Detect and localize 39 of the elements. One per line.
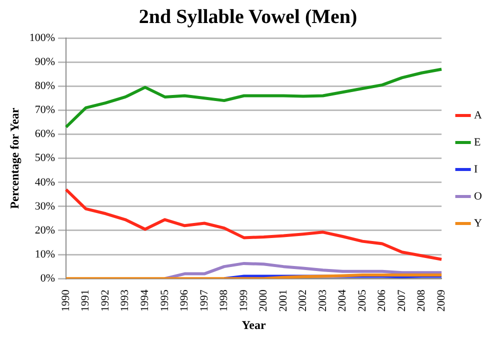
- x-tick-label: 1995: [158, 289, 171, 312]
- x-tick-label: 1997: [198, 289, 210, 312]
- legend-label: O: [474, 190, 482, 202]
- y-tick-label: 30%: [34, 200, 56, 212]
- x-tick-label: 2002: [297, 290, 310, 312]
- y-tick-label: 100%: [29, 32, 56, 44]
- y-tick-label: 70%: [34, 104, 56, 116]
- x-tick-label: 2006: [376, 289, 388, 312]
- y-axis-title: Percentage for Year: [7, 107, 22, 209]
- y-tick-label: 10%: [34, 248, 56, 260]
- y-tick-label: 20%: [34, 224, 56, 236]
- x-tick-label: 2004: [336, 289, 349, 312]
- x-tick-label: 1993: [119, 289, 132, 312]
- x-tick-label: 2009: [435, 289, 448, 312]
- chart-title: 2nd Syllable Vowel (Men): [138, 6, 358, 28]
- y-tick-label: 90%: [34, 56, 56, 68]
- y-tick-label: 60%: [34, 128, 56, 140]
- x-tick-label: 2005: [356, 289, 368, 312]
- x-tick-label: 1992: [99, 290, 112, 312]
- legend-label: A: [474, 109, 482, 122]
- x-tick-label: 1996: [178, 289, 191, 312]
- x-axis-title: Year: [242, 318, 266, 332]
- y-tick-label: 50%: [34, 152, 56, 164]
- x-tick-label: 2000: [258, 289, 270, 312]
- legend-label: E: [474, 136, 482, 148]
- x-tick-label: 1991: [80, 290, 92, 312]
- x-tick-label: 2007: [396, 289, 408, 312]
- x-tick-label: 2001: [277, 290, 290, 312]
- x-tick-label: 2003: [316, 289, 329, 312]
- legend-label: I: [474, 163, 478, 176]
- x-tick-label: 1994: [139, 289, 152, 312]
- y-tick-label: 0%: [40, 272, 56, 284]
- x-tick-label: 1999: [238, 289, 250, 312]
- x-tick-label: 1998: [218, 289, 230, 312]
- y-tick-label: 40%: [34, 176, 56, 188]
- legend-label: Y: [474, 217, 482, 230]
- y-tick-label: 80%: [34, 80, 56, 92]
- x-tick-label: 1990: [60, 289, 72, 312]
- x-tick-label: 2008: [416, 289, 428, 312]
